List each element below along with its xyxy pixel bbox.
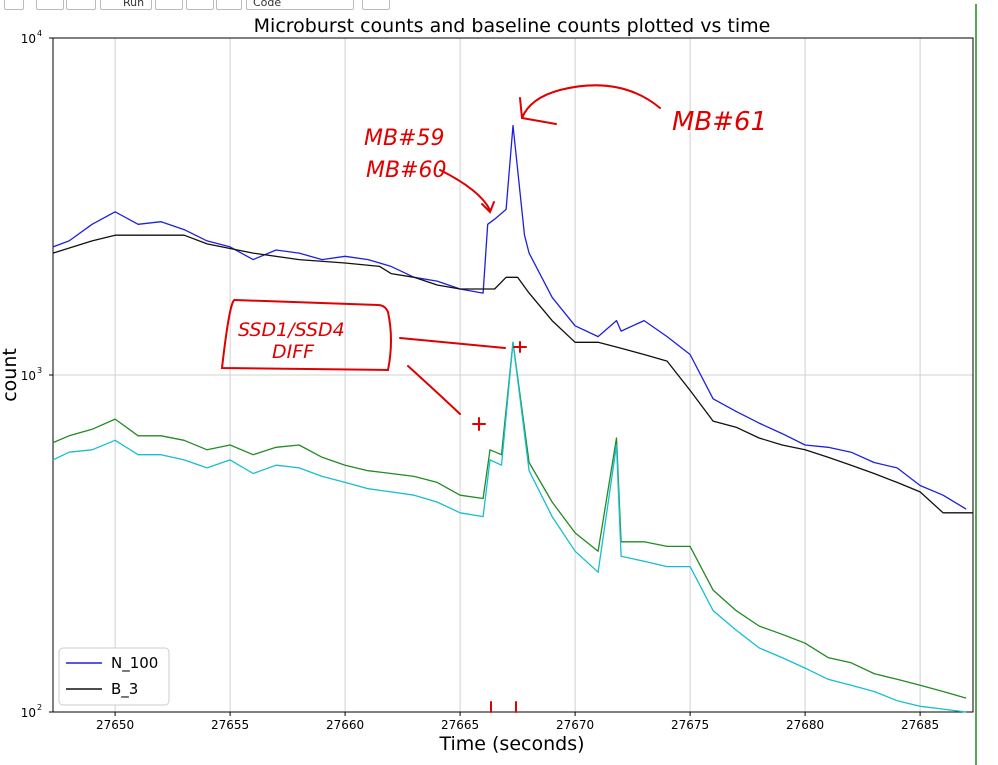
series-layer <box>52 124 973 713</box>
x-tick-label: 27685 <box>901 718 939 732</box>
y-tick-label: 10 <box>21 706 36 720</box>
y-tick-exponent: 3 <box>37 366 42 375</box>
annotation-mb61: MB#61 <box>672 107 767 137</box>
legend: N_100 B_3 <box>58 647 170 706</box>
annotation-diff: DIFF <box>272 341 315 363</box>
annotation-mb60: MB#60 <box>366 158 447 183</box>
y-tick-label: 10 <box>21 369 36 383</box>
x-tick-label: 27680 <box>786 718 824 732</box>
x-axis-label: Time (seconds) <box>438 733 584 755</box>
series-line-0 <box>52 124 967 510</box>
run-button[interactable]: Run <box>100 0 152 10</box>
annotation-axis-marks <box>490 701 517 713</box>
grid <box>53 37 973 713</box>
annotation-mb59: MB#59 <box>364 126 445 151</box>
annotation-arrow-mb59-60 <box>439 169 495 214</box>
chart-svg: 27650 27655 27660 27665 27670 27675 27680 27685… <box>0 15 974 755</box>
y-tick-exponent: 2 <box>37 703 42 712</box>
y-axis-label: count <box>0 348 21 402</box>
keyboard-icon[interactable] <box>362 0 390 10</box>
x-tick-label: 27650 <box>96 718 134 732</box>
toolbar-save-button[interactable] <box>4 0 24 10</box>
legend-label-b3: B_3 <box>111 680 138 699</box>
x-tick-label: 27665 <box>441 718 479 732</box>
toolbar-move-down-button[interactable] <box>66 0 96 10</box>
x-tick-label: 27670 <box>556 718 594 732</box>
annotation-ssd: SSD1/SSD4 <box>238 319 345 341</box>
stop-button[interactable] <box>155 0 183 10</box>
series-line-1 <box>52 234 973 514</box>
legend-label-n100: N_100 <box>111 654 158 673</box>
ticks: 27650 27655 27660 27665 27670 27675 27680 27685… <box>21 29 939 732</box>
handwritten-annotations: MB#59 MB#60 MB#61 SSD1/SSD4 DIFF <box>220 84 767 713</box>
x-tick-label: 27660 <box>326 718 364 732</box>
y-tick-exponent: 4 <box>37 29 42 38</box>
annotation-arrow-mb61 <box>519 84 661 125</box>
cell-type-select[interactable]: Code <box>246 0 354 10</box>
series-line-2 <box>52 341 967 699</box>
annotation-line-to-peak <box>399 337 527 353</box>
y-tick-label: 10 <box>21 32 36 46</box>
toolbar-add-cell-button[interactable] <box>36 0 64 10</box>
x-tick-label: 27655 <box>211 718 249 732</box>
restart-run-all-button[interactable] <box>216 0 242 10</box>
restart-button[interactable] <box>186 0 214 10</box>
cell-selection-bar <box>975 4 977 765</box>
notebook-toolbar: Run Code <box>0 0 998 12</box>
series-line-3 <box>52 341 967 713</box>
chart-title: Microburst counts and baseline counts pl… <box>254 15 771 37</box>
annotation-box-ssd <box>220 298 392 372</box>
annotation-line-to-start <box>407 365 486 431</box>
x-tick-label: 27675 <box>671 718 709 732</box>
